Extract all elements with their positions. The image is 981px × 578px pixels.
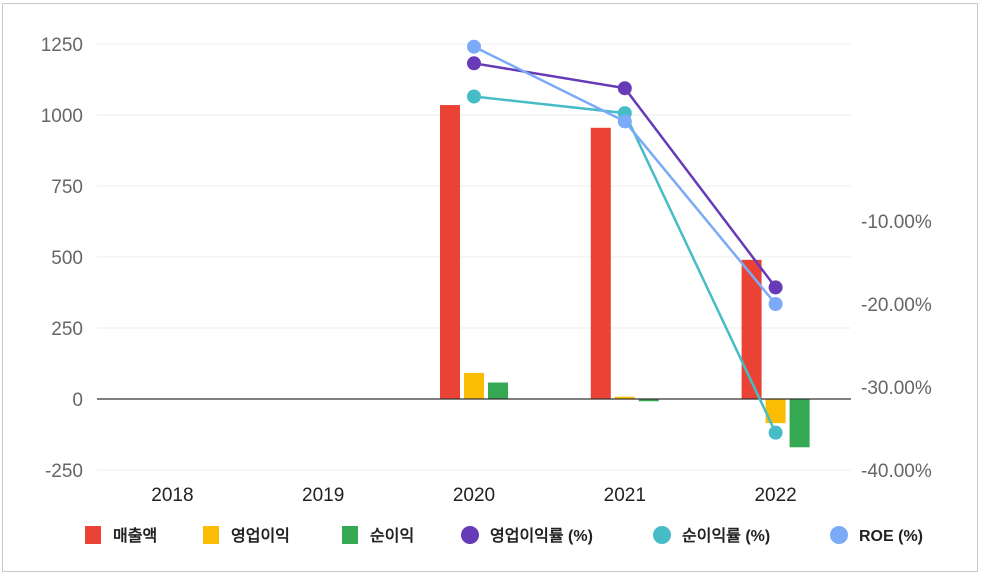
legend-item: 영업이익 <box>203 526 290 545</box>
legend-label: 매출액 <box>113 526 157 545</box>
x-tick-label: 2018 <box>151 485 193 506</box>
data-point <box>467 89 481 104</box>
x-tick-label: 2020 <box>453 485 495 506</box>
left-tick-label: -250 <box>45 461 83 482</box>
legend-label: 순이익 <box>370 526 414 545</box>
x-axis-ticks: 2018 2019 2020 2021 2022 <box>151 485 796 506</box>
legend-swatch <box>342 526 358 544</box>
bar <box>638 399 659 402</box>
bar <box>741 259 762 399</box>
legend-swatch <box>461 526 479 544</box>
data-point <box>768 297 783 311</box>
bar <box>590 127 611 399</box>
legend-item: 순이익 <box>342 526 414 545</box>
right-tick-label: -40.00% <box>861 461 932 482</box>
legend-label: 순이익률 (%) <box>682 526 770 545</box>
bar <box>789 399 810 448</box>
bar <box>765 399 786 424</box>
left-tick-label: 1250 <box>41 35 83 56</box>
right-tick-label: -20.00% <box>861 295 932 316</box>
left-tick-label: 750 <box>51 177 83 198</box>
gridlines <box>97 43 851 471</box>
data-point <box>467 39 481 54</box>
bar <box>614 396 635 399</box>
left-tick-label: 500 <box>51 248 83 269</box>
series-line <box>473 95 777 434</box>
legend-swatch <box>653 526 671 544</box>
legend-item: 매출액 <box>85 526 157 545</box>
bar <box>440 105 460 399</box>
x-tick-label: 2022 <box>754 485 796 506</box>
line-marks <box>467 39 783 440</box>
bar <box>464 372 484 399</box>
x-tick-label: 2021 <box>604 485 646 506</box>
legend-swatch <box>203 526 219 544</box>
series-line <box>473 62 777 289</box>
left-tick-label: 1000 <box>41 106 83 127</box>
right-axis-ticks: -10.00% -20.00% -30.00% -40.00% <box>861 212 932 482</box>
legend-item: 순이익률 (%) <box>653 526 770 545</box>
legend-swatch <box>85 526 101 544</box>
chart-frame: 1250 1000 750 500 250 0 -250 -10.00% -20.00% -30… <box>2 3 978 572</box>
data-point <box>768 425 783 440</box>
left-tick-label: 0 <box>72 390 83 411</box>
legend-item: ROE (%) <box>830 526 923 545</box>
right-tick-label: -10.00% <box>861 212 932 233</box>
x-tick-label: 2019 <box>302 485 344 506</box>
legend-label: 영업이익률 (%) <box>490 526 593 545</box>
left-tick-label: 250 <box>51 319 83 340</box>
left-axis-ticks: 1250 1000 750 500 250 0 -250 <box>41 35 83 482</box>
legend: 매출액 영업이익 순이익 영업이익률 (%) 순이익률 (%) ROE (%) <box>85 526 923 545</box>
right-tick-label: -30.00% <box>861 378 932 399</box>
data-point <box>617 81 632 96</box>
legend-label: 영업이익 <box>231 526 290 545</box>
data-point <box>467 56 481 71</box>
legend-item: 영업이익률 (%) <box>461 526 593 545</box>
legend-label: ROE (%) <box>859 528 923 545</box>
legend-swatch <box>830 526 848 544</box>
combo-chart: 1250 1000 750 500 250 0 -250 -10.00% -20.00% -30… <box>41 35 932 545</box>
bar-marks <box>440 105 810 448</box>
data-point <box>768 280 783 295</box>
bar <box>488 382 508 399</box>
data-point <box>617 114 632 129</box>
